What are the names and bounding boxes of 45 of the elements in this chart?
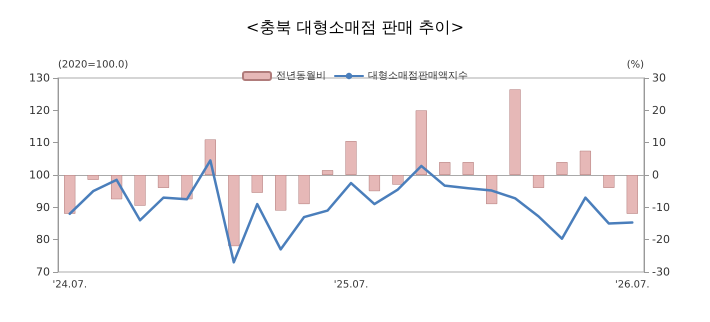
y2-tick-label: 30 (652, 72, 666, 84)
y2-axis-title: (%) (626, 60, 644, 70)
chart-title: <충북 대형소매점 판매 추이> (246, 18, 464, 36)
y2-tick-label: -20 (652, 233, 670, 246)
y2-tick-label: 0 (652, 168, 659, 182)
bar (64, 175, 76, 214)
bar (580, 150, 592, 175)
legend-label: 대형소매점판매액지수 (368, 70, 468, 82)
y-tick-label: 90 (36, 200, 50, 214)
bar (252, 175, 263, 193)
bar (392, 175, 404, 185)
bar (556, 162, 568, 175)
bar (228, 175, 240, 246)
bar (626, 175, 638, 214)
bar (275, 175, 286, 211)
y-tick-label: 80 (36, 233, 50, 246)
y2-tick-label: 10 (652, 136, 666, 150)
y-tick-label: 130 (29, 72, 50, 84)
y-tick-label: 100 (29, 168, 50, 182)
bar (509, 89, 521, 175)
bar (532, 175, 544, 188)
bar (134, 175, 146, 206)
bar (416, 110, 427, 175)
legend-label: 전년동월비 (276, 70, 326, 82)
bar (462, 162, 474, 175)
bar (88, 175, 99, 180)
y2-tick-label: -30 (652, 266, 670, 278)
y-axis-title: (2020=100.0) (58, 60, 128, 70)
x-tick-label: '26.07. (615, 280, 650, 290)
x-tick-label: '24.07. (52, 280, 87, 290)
line-series (68, 159, 634, 264)
y-tick-label: 110 (29, 136, 50, 150)
x-tick-label: '25.07. (334, 280, 368, 290)
y2-tick-label: 20 (652, 104, 666, 117)
bar (322, 170, 334, 175)
bar (603, 175, 614, 188)
bar (158, 175, 170, 188)
y2-tick-label: -10 (652, 200, 670, 214)
bar (345, 141, 357, 175)
y-tick-label: 120 (29, 104, 50, 117)
bar (486, 175, 498, 204)
bar (368, 175, 380, 192)
bar (298, 175, 310, 204)
y-tick-label: 70 (36, 266, 50, 278)
bar (439, 162, 450, 175)
